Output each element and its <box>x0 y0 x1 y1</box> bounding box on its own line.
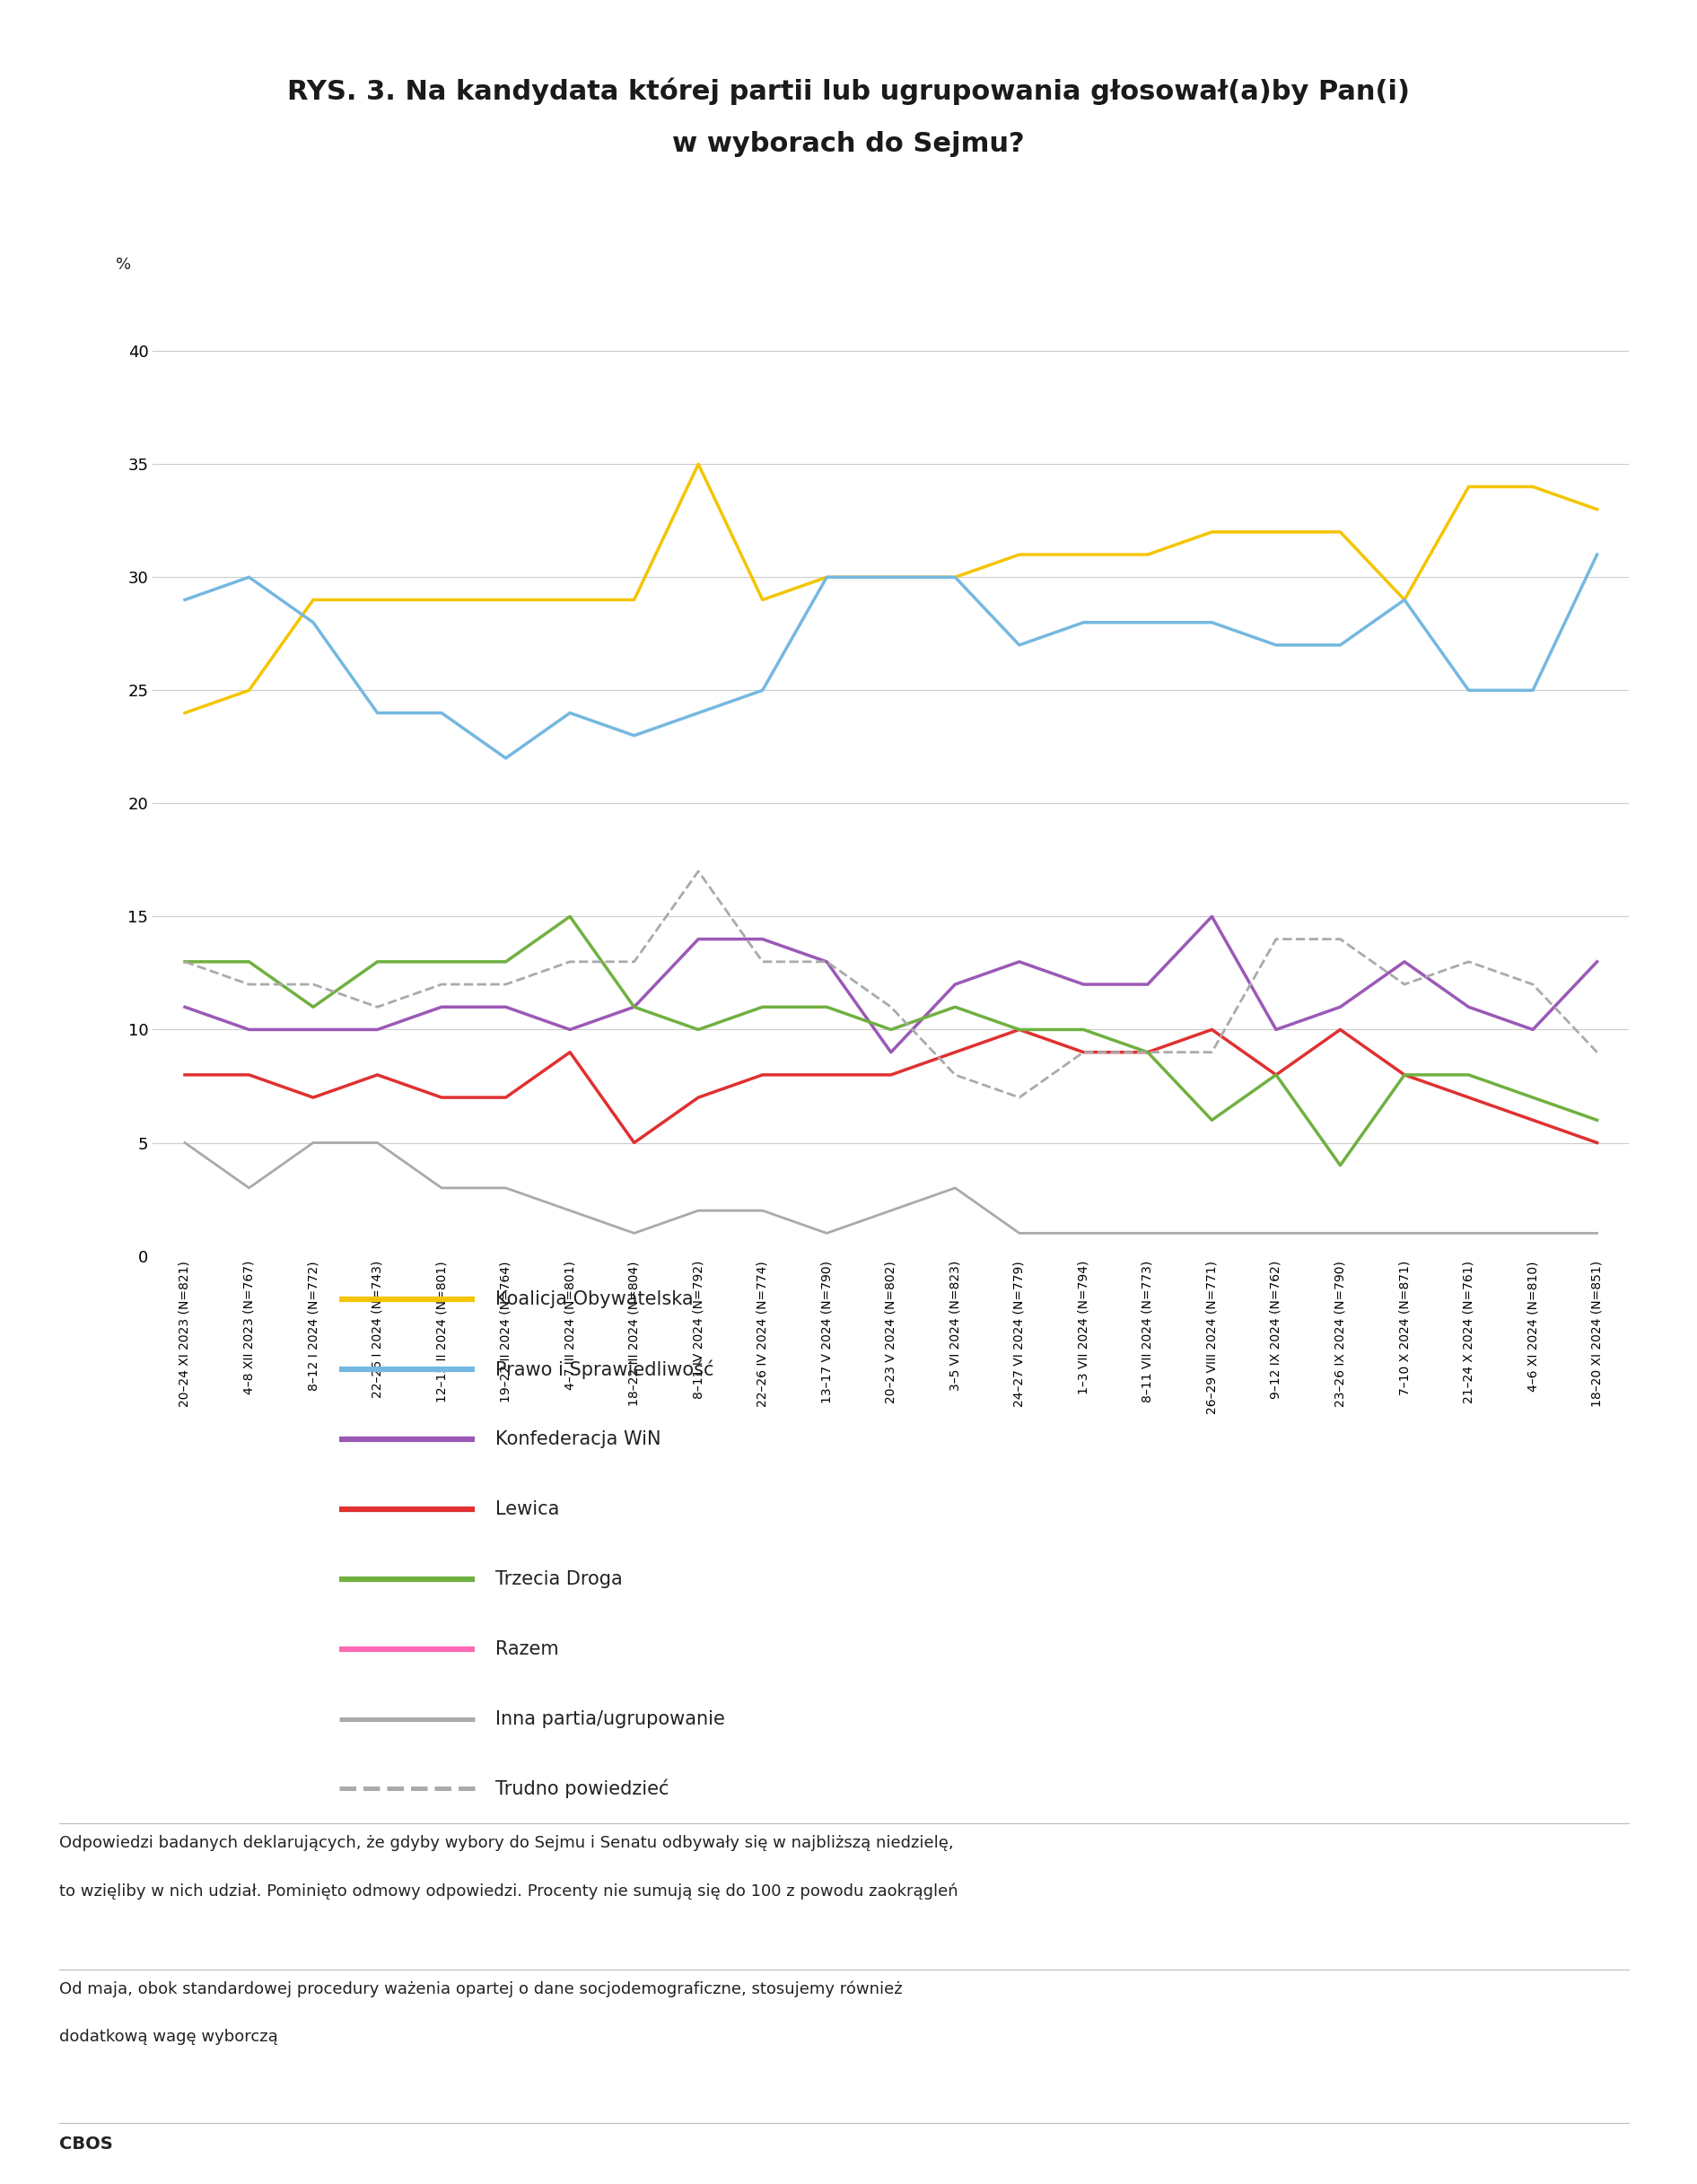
Text: w wyborach do Sejmu?: w wyborach do Sejmu? <box>672 131 1025 157</box>
Text: dodatkową wagę wyborczą: dodatkową wagę wyborczą <box>59 2029 278 2044</box>
Text: Od maja, obok standardowej procedury ważenia opartej o dane socjodemograficzne, : Od maja, obok standardowej procedury waż… <box>59 1981 903 1998</box>
Text: Razem: Razem <box>496 1640 558 1658</box>
Text: Lewica: Lewica <box>496 1500 560 1518</box>
Text: Trzecia Droga: Trzecia Droga <box>496 1570 623 1588</box>
Text: Prawo i Sprawiedliwość: Prawo i Sprawiedliwość <box>496 1361 714 1378</box>
Text: Koalicja Obywatelska: Koalicja Obywatelska <box>496 1291 694 1308</box>
Text: Trudno powiedzieć: Trudno powiedzieć <box>496 1780 669 1797</box>
Text: CBOS: CBOS <box>59 2136 114 2153</box>
Text: RYS. 3. Na kandydata której partii lub ugrupowania głosował(a)by Pan(i): RYS. 3. Na kandydata której partii lub u… <box>287 79 1410 105</box>
Text: Konfederacja WiN: Konfederacja WiN <box>496 1431 662 1448</box>
Text: %: % <box>115 256 131 273</box>
Text: to wzięliby w nich udział. Pominięto odmowy odpowiedzi. Procenty nie sumują się : to wzięliby w nich udział. Pominięto odm… <box>59 1883 959 1900</box>
Text: Inna partia/ugrupowanie: Inna partia/ugrupowanie <box>496 1710 725 1728</box>
Text: Odpowiedzi badanych deklarujących, że gdyby wybory do Sejmu i Senatu odbywały si: Odpowiedzi badanych deklarujących, że gd… <box>59 1835 954 1850</box>
